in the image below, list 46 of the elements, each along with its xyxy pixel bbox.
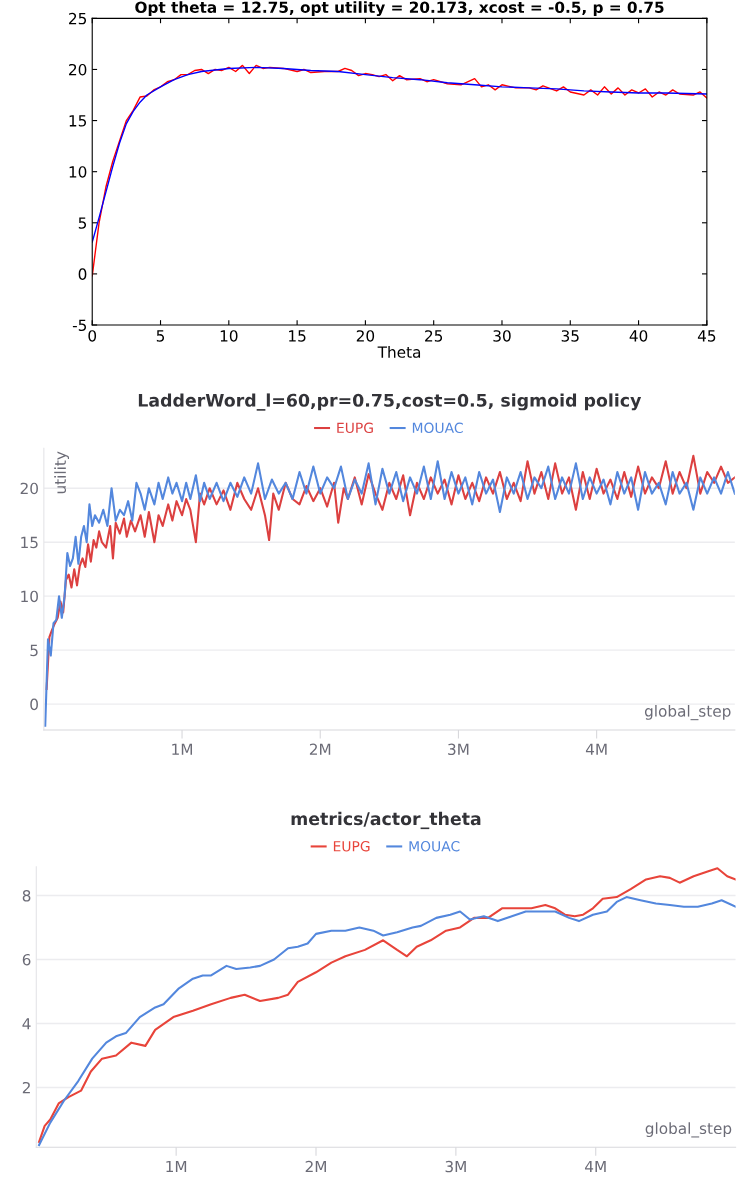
y-tick-label: 2: [22, 1081, 30, 1094]
y-tick-label: 4: [22, 1018, 31, 1030]
y-tick-label: -5: [72, 319, 87, 332]
legend-label: EUPG: [337, 422, 373, 434]
x-axis-title: global_step: [645, 1122, 732, 1138]
chart-title: metrics/actor_theta: [291, 811, 481, 830]
x-tick-label: 0: [88, 330, 97, 342]
y-tick-label: 20: [69, 63, 87, 76]
x-tick-label: 5: [156, 330, 165, 342]
y-tick-label: 0: [78, 268, 87, 280]
x-tick-label: 4M: [585, 1160, 606, 1173]
x-tick-label: 25: [425, 330, 443, 342]
x-tick-label: 3M: [445, 1160, 466, 1173]
legend-label: MOUAC: [412, 422, 463, 434]
x-axis-title: global_step: [644, 704, 731, 721]
x-tick-label: 40: [629, 330, 648, 342]
x-tick-label: 30: [493, 330, 511, 342]
line-series: [92, 66, 707, 243]
x-tick-label: 35: [561, 330, 579, 342]
y-tick-label: 20: [20, 482, 38, 495]
y-tick-label: 8: [22, 889, 31, 902]
y-tick-label: 15: [21, 536, 38, 549]
y-tick-label: 15: [69, 115, 87, 127]
x-tick-label: 1M: [166, 1160, 187, 1173]
x-tick-label: 20: [356, 330, 375, 342]
x-tick-label: 1M: [172, 743, 192, 755]
x-tick-label: 10: [220, 330, 238, 342]
chart-title: LadderWord_l=60,pr=0.75,cost=0.5, sigmoid policy: [138, 393, 642, 411]
x-tick-label: 15: [289, 330, 306, 342]
y-tick-label: 5: [78, 217, 87, 229]
y-tick-label: 5: [30, 644, 38, 657]
x-tick-label: 2M: [309, 743, 331, 755]
x-tick-label: 4M: [585, 743, 607, 755]
legend-label: EUPG: [333, 840, 370, 852]
legend-label: MOUAC: [409, 840, 460, 852]
y-tick-label: 25: [69, 12, 87, 25]
y-tick-label: 0: [30, 698, 38, 711]
x-axis-title: Theta: [377, 346, 421, 358]
chart-title: Opt theta = 12.75, opt utility = 20.173, xcost = -0.5, p = 0.75: [135, 1, 664, 17]
y-tick-label: 10: [21, 590, 38, 603]
y-tick-label: 6: [22, 953, 31, 966]
x-tick-label: 45: [697, 330, 716, 342]
y-tick-label: 10: [69, 166, 87, 178]
y-axis-title: utility: [54, 451, 69, 494]
x-tick-label: 3M: [448, 743, 469, 756]
x-tick-label: 2M: [305, 1160, 326, 1173]
